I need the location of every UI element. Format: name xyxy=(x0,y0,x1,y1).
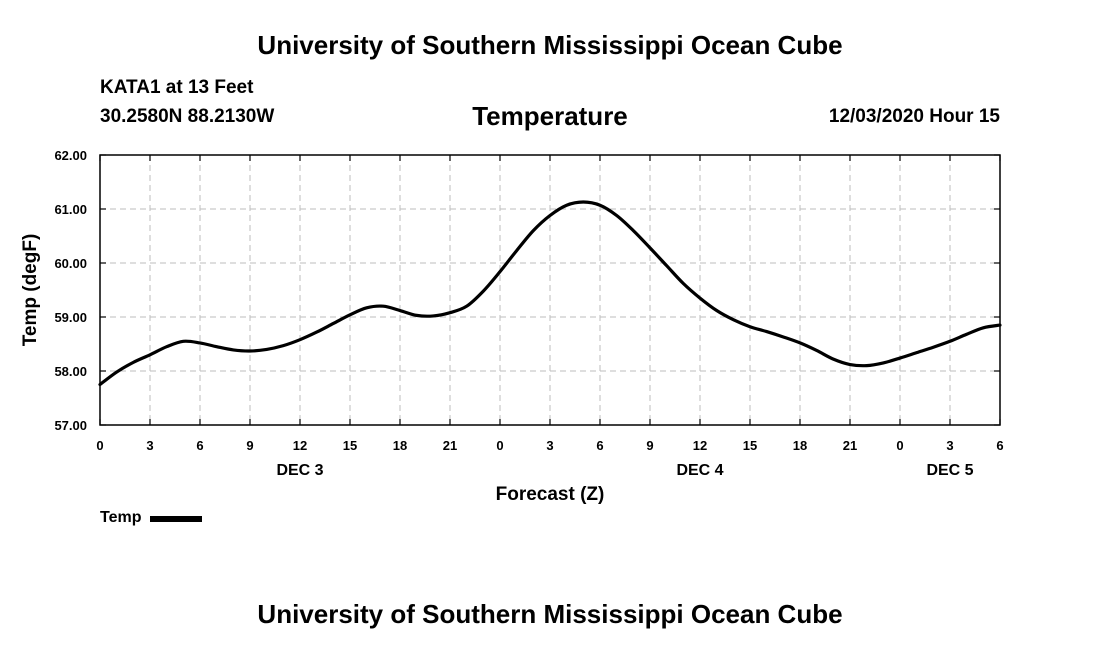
x-tick-label: 3 xyxy=(546,438,553,453)
y-tick-label: 57.00 xyxy=(54,418,87,433)
x-date-label: DEC 5 xyxy=(926,462,973,479)
y-tick-label: 59.00 xyxy=(54,310,87,325)
x-tick-label: 9 xyxy=(646,438,653,453)
plot-area-frame xyxy=(99,154,1001,426)
x-tick-label: 15 xyxy=(343,438,357,453)
y-tick-label: 62.00 xyxy=(54,148,87,163)
y-tick-label: 58.00 xyxy=(54,364,87,379)
y-axis-label: Temp (degF) xyxy=(20,234,41,347)
x-tick-label: 3 xyxy=(946,438,953,453)
x-date-label: DEC 3 xyxy=(276,462,323,479)
x-tick-label: 18 xyxy=(793,438,807,453)
footer-title: University of Southern Mississippi Ocean… xyxy=(257,599,843,629)
x-tick-label: 12 xyxy=(693,438,707,453)
x-tick-label: 0 xyxy=(896,438,903,453)
parameter-title: Temperature xyxy=(472,101,628,131)
x-axis-label: Forecast (Z) xyxy=(496,484,605,505)
x-tick-label: 15 xyxy=(743,438,757,453)
legend-label: Temp xyxy=(100,509,142,526)
grid-lines xyxy=(100,155,1000,425)
legend-line-swatch xyxy=(150,516,203,522)
station-label: KATA1 at 13 Feet xyxy=(100,77,254,98)
series-layer xyxy=(98,200,1002,387)
x-tick-label: 6 xyxy=(996,438,1003,453)
x-date-label: DEC 4 xyxy=(676,462,723,479)
x-tick-label: 9 xyxy=(246,438,253,453)
x-tick-label: 21 xyxy=(843,438,857,453)
x-tick-label: 0 xyxy=(496,438,503,453)
x-tick-label: 6 xyxy=(196,438,203,453)
x-tick-label: 21 xyxy=(443,438,457,453)
y-tick-label: 61.00 xyxy=(54,202,87,217)
y-tick-label: 60.00 xyxy=(54,256,87,271)
x-tick-label: 6 xyxy=(596,438,603,453)
forecast-timestamp: 12/03/2020 Hour 15 xyxy=(828,106,1000,127)
x-tick-label: 0 xyxy=(96,438,103,453)
legend: Temp xyxy=(100,509,203,527)
x-tick-label: 18 xyxy=(393,438,407,453)
axis-labels: 57.00 58.00 59.00 60.00 61.00 62.00 0 3 6 9 12 15 18… xyxy=(54,148,1003,479)
x-tick-label: 12 xyxy=(293,438,307,453)
temp-series-line xyxy=(98,200,1002,387)
x-tick-label: 3 xyxy=(146,438,153,453)
chart-title: University of Southern Mississippi Ocean… xyxy=(257,30,843,60)
station-coordinates: 30.2580N 88.2130W xyxy=(100,106,275,127)
